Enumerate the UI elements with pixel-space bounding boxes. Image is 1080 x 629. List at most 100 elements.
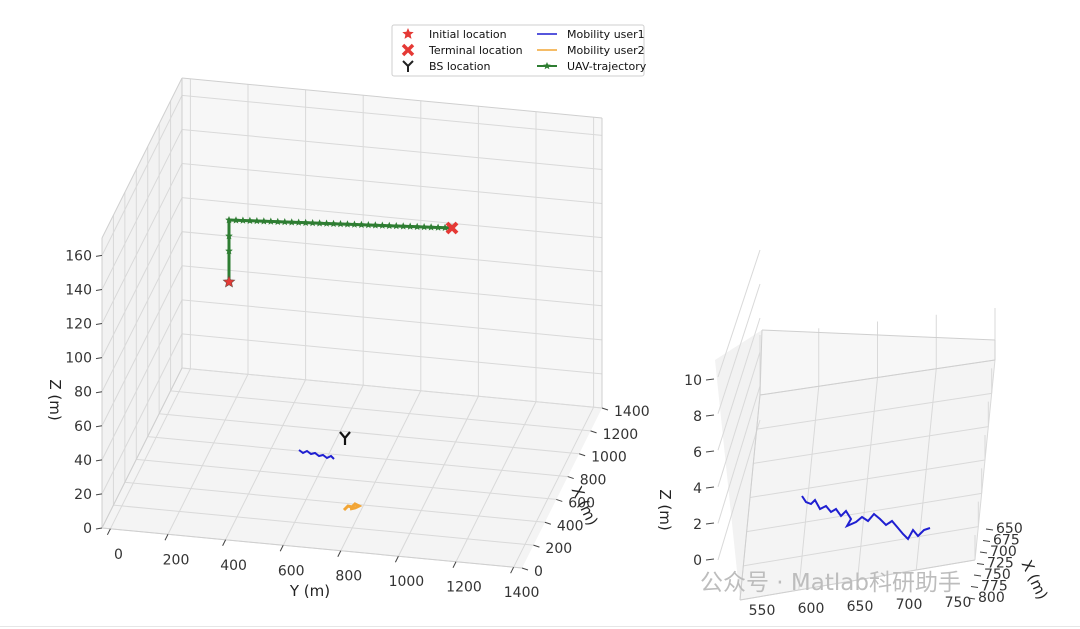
legend-frame: [391, 24, 645, 77]
uav-trajectory-marker: [343, 220, 352, 228]
x-tick-label: 1000: [591, 450, 627, 466]
uav-trajectory-marker: [420, 223, 428, 231]
y-tick-mark: [452, 561, 457, 568]
uav-trajectory-marker: [434, 223, 442, 231]
uav-trajectory-marker: [399, 222, 407, 230]
x-tick-mark: [533, 544, 540, 548]
uav-trajectory-marker: [392, 222, 401, 230]
y-tick-mark: [279, 545, 284, 552]
x-tick-label: 600: [568, 495, 595, 511]
bs-location-marker: [339, 431, 351, 445]
legend-label: Mobility user2: [567, 44, 645, 57]
uav-trajectory-marker: [225, 247, 233, 255]
uav-trajectory-marker: [329, 219, 338, 227]
y-tick-label: 700: [896, 597, 923, 613]
x-tick-mark: [985, 528, 994, 531]
pane-edge: [761, 329, 996, 341]
x-tick-label: 700: [990, 544, 1017, 560]
y-tick-label: 1200: [446, 580, 482, 596]
x-tick-mark: [521, 567, 529, 571]
x-tick-mark: [556, 498, 563, 502]
x-tick-mark: [973, 574, 982, 577]
star-icon: [402, 28, 414, 39]
z-tick-mark: [95, 357, 103, 360]
z-tick-label: 80: [74, 385, 92, 401]
floor-grid-line: [159, 413, 580, 455]
uav-trajectory-marker: [427, 223, 435, 231]
legend-label: Mobility user1: [567, 28, 645, 41]
uav-trajectory-marker: [441, 223, 449, 231]
wall-grid-line: [717, 317, 761, 451]
pane-edge: [101, 367, 183, 529]
x-tick-mark: [979, 551, 988, 554]
uav-trajectory-marker: [225, 216, 233, 224]
legend-label: UAV-trajectory: [567, 60, 647, 73]
y-tick-mark: [164, 534, 169, 541]
uav-trajectory-marker: [260, 217, 268, 225]
y-tick-label: 600: [278, 563, 305, 579]
y-tick-mark: [106, 528, 111, 536]
y-tick-label: 600: [798, 601, 825, 617]
x-tick-mark: [970, 586, 979, 588]
x-tick-label: 800: [978, 590, 1005, 606]
x-tick-label: 1200: [603, 427, 639, 443]
z-tick-mark: [705, 486, 715, 489]
floor-grid-line: [147, 436, 568, 478]
x-tick-label: 0: [534, 564, 543, 580]
x-tick-mark: [601, 407, 609, 411]
z-tick-label: 10: [684, 373, 702, 389]
pane-edge: [101, 77, 183, 239]
bottom-divider: [0, 626, 1080, 627]
floor-grid-line: [749, 459, 986, 498]
z-axis-label: Z (m): [656, 489, 674, 530]
wall-grid-line: [717, 351, 761, 487]
x-tick-label: 650: [996, 521, 1023, 537]
z-tick-mark: [95, 493, 103, 496]
z-tick-mark: [95, 254, 103, 257]
z-tick-mark: [95, 391, 103, 394]
y-tick-label: 800: [335, 569, 362, 585]
z-tick-label: 160: [65, 248, 92, 264]
terminal-location-marker: [445, 221, 459, 235]
uav-trajectory-marker: [239, 216, 247, 224]
legend-entry: Terminal location: [401, 43, 523, 57]
y-tick-label: 0: [114, 547, 123, 563]
floor-grid-line: [282, 385, 364, 546]
z-tick-mark: [95, 288, 103, 291]
mobility-user1-line: [801, 495, 931, 541]
uav-trajectory-marker: [294, 218, 303, 226]
floor-grid-line: [397, 396, 479, 557]
x-tick-label: 750: [984, 567, 1011, 583]
legend-entry: Mobility user1: [537, 28, 645, 41]
tri-y-icon: [402, 60, 414, 72]
watermark-text: 公众号 · Matlab科研助手: [700, 570, 961, 596]
legend-entry: BS location: [402, 60, 491, 73]
legend: Initial location Mobility user1 Terminal l…: [391, 24, 647, 77]
x-tick-mark: [590, 430, 597, 434]
wall-grid-line: [717, 249, 761, 378]
z-tick-label: 4: [693, 481, 702, 497]
z-tick-label: 2: [693, 517, 702, 533]
x-tick-mark: [578, 453, 586, 457]
z-tick-mark: [95, 527, 103, 530]
x-tick-label: 775: [981, 579, 1008, 595]
uav-trajectory-marker: [267, 217, 275, 225]
x-tick-mark: [544, 521, 552, 525]
floor-grid-line: [753, 426, 989, 464]
z-tick-mark: [705, 414, 715, 417]
floor-grid-line: [513, 406, 595, 568]
z-tick-label: 0: [693, 553, 702, 569]
y-tick-mark: [222, 539, 227, 546]
floor-grid-line: [225, 379, 307, 540]
legend-label: Terminal location: [428, 44, 523, 57]
uav-trajectory-marker: [406, 222, 414, 230]
side-wall-pane: [102, 78, 182, 528]
uav-trajectory-marker: [378, 221, 387, 229]
legend-entry: UAV-trajectory: [537, 60, 647, 73]
z-tick-mark: [95, 459, 103, 462]
wall-grid-line: [717, 419, 761, 561]
y-tick-mark: [510, 566, 515, 574]
uav-trajectory-marker: [287, 218, 296, 226]
x-tick-label: 1400: [614, 404, 650, 420]
